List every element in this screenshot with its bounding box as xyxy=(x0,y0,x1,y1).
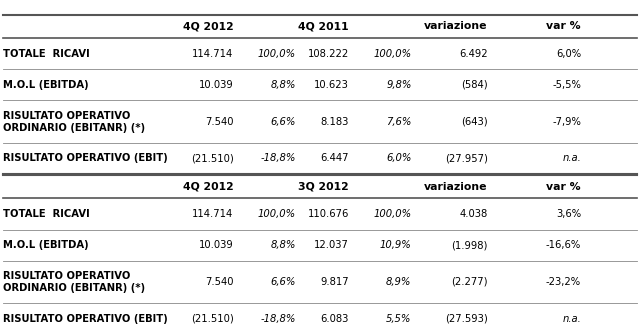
Text: 4.038: 4.038 xyxy=(460,209,488,219)
Text: 4Q 2012: 4Q 2012 xyxy=(183,182,234,192)
Text: (27.957): (27.957) xyxy=(445,153,488,164)
Text: 100,0%: 100,0% xyxy=(373,49,412,59)
Text: -23,2%: -23,2% xyxy=(546,277,581,287)
Text: M.O.L (EBITDA): M.O.L (EBITDA) xyxy=(3,240,89,250)
Text: 6,6%: 6,6% xyxy=(270,277,296,287)
Text: 6,6%: 6,6% xyxy=(270,117,296,127)
Text: (2.277): (2.277) xyxy=(451,277,488,287)
Text: 10.623: 10.623 xyxy=(314,80,349,90)
Text: 7.540: 7.540 xyxy=(205,277,234,287)
Text: 108.222: 108.222 xyxy=(308,49,349,59)
Text: n.a.: n.a. xyxy=(563,153,581,164)
Text: 6,0%: 6,0% xyxy=(386,153,412,164)
Text: 4Q 2012: 4Q 2012 xyxy=(183,22,234,31)
Text: M.O.L (EBITDA): M.O.L (EBITDA) xyxy=(3,80,89,90)
Text: 3,6%: 3,6% xyxy=(556,209,581,219)
Text: -7,9%: -7,9% xyxy=(552,117,581,127)
Text: TOTALE  RICAVI: TOTALE RICAVI xyxy=(3,49,90,59)
Text: 110.676: 110.676 xyxy=(307,209,349,219)
Text: 100,0%: 100,0% xyxy=(373,209,412,219)
Text: 12.037: 12.037 xyxy=(314,240,349,250)
Text: var %: var % xyxy=(547,22,581,31)
Text: -16,6%: -16,6% xyxy=(546,240,581,250)
Text: ORDINARIO (EBITANR) (*): ORDINARIO (EBITANR) (*) xyxy=(3,283,145,293)
Text: RISULTATO OPERATIVO (EBIT): RISULTATO OPERATIVO (EBIT) xyxy=(3,153,168,164)
Text: 8,8%: 8,8% xyxy=(270,80,296,90)
Text: 10.039: 10.039 xyxy=(199,80,234,90)
Text: 7.540: 7.540 xyxy=(205,117,234,127)
Text: ORDINARIO (EBITANR) (*): ORDINARIO (EBITANR) (*) xyxy=(3,123,145,132)
Text: (27.593): (27.593) xyxy=(445,314,488,324)
Text: 100,0%: 100,0% xyxy=(257,49,296,59)
Text: 9.817: 9.817 xyxy=(320,277,349,287)
Text: 6.447: 6.447 xyxy=(320,153,349,164)
Text: 3Q 2012: 3Q 2012 xyxy=(298,182,349,192)
Text: 8,9%: 8,9% xyxy=(386,277,412,287)
Text: (584): (584) xyxy=(461,80,488,90)
Text: (643): (643) xyxy=(461,117,488,127)
Text: RISULTATO OPERATIVO: RISULTATO OPERATIVO xyxy=(3,111,131,121)
Text: 8.183: 8.183 xyxy=(321,117,349,127)
Text: 6.083: 6.083 xyxy=(321,314,349,324)
Text: 9,8%: 9,8% xyxy=(386,80,412,90)
Text: variazione: variazione xyxy=(424,22,488,31)
Text: variazione: variazione xyxy=(424,182,488,192)
Text: 100,0%: 100,0% xyxy=(257,209,296,219)
Text: -18,8%: -18,8% xyxy=(260,153,296,164)
Text: RISULTATO OPERATIVO: RISULTATO OPERATIVO xyxy=(3,271,131,281)
Text: 8,8%: 8,8% xyxy=(270,240,296,250)
Text: RISULTATO OPERATIVO (EBIT): RISULTATO OPERATIVO (EBIT) xyxy=(3,314,168,324)
Text: 10.039: 10.039 xyxy=(199,240,234,250)
Text: 6.492: 6.492 xyxy=(459,49,488,59)
Text: -5,5%: -5,5% xyxy=(552,80,581,90)
Text: (21.510): (21.510) xyxy=(191,153,234,164)
Text: 114.714: 114.714 xyxy=(193,49,234,59)
Text: -18,8%: -18,8% xyxy=(260,314,296,324)
Text: 6,0%: 6,0% xyxy=(556,49,581,59)
Text: TOTALE  RICAVI: TOTALE RICAVI xyxy=(3,209,90,219)
Text: 114.714: 114.714 xyxy=(193,209,234,219)
Text: 4Q 2011: 4Q 2011 xyxy=(298,22,349,31)
Text: 7,6%: 7,6% xyxy=(386,117,412,127)
Text: 5,5%: 5,5% xyxy=(386,314,412,324)
Text: (21.510): (21.510) xyxy=(191,314,234,324)
Text: (1.998): (1.998) xyxy=(451,240,488,250)
Text: n.a.: n.a. xyxy=(563,314,581,324)
Text: var %: var % xyxy=(547,182,581,192)
Text: 10,9%: 10,9% xyxy=(380,240,412,250)
